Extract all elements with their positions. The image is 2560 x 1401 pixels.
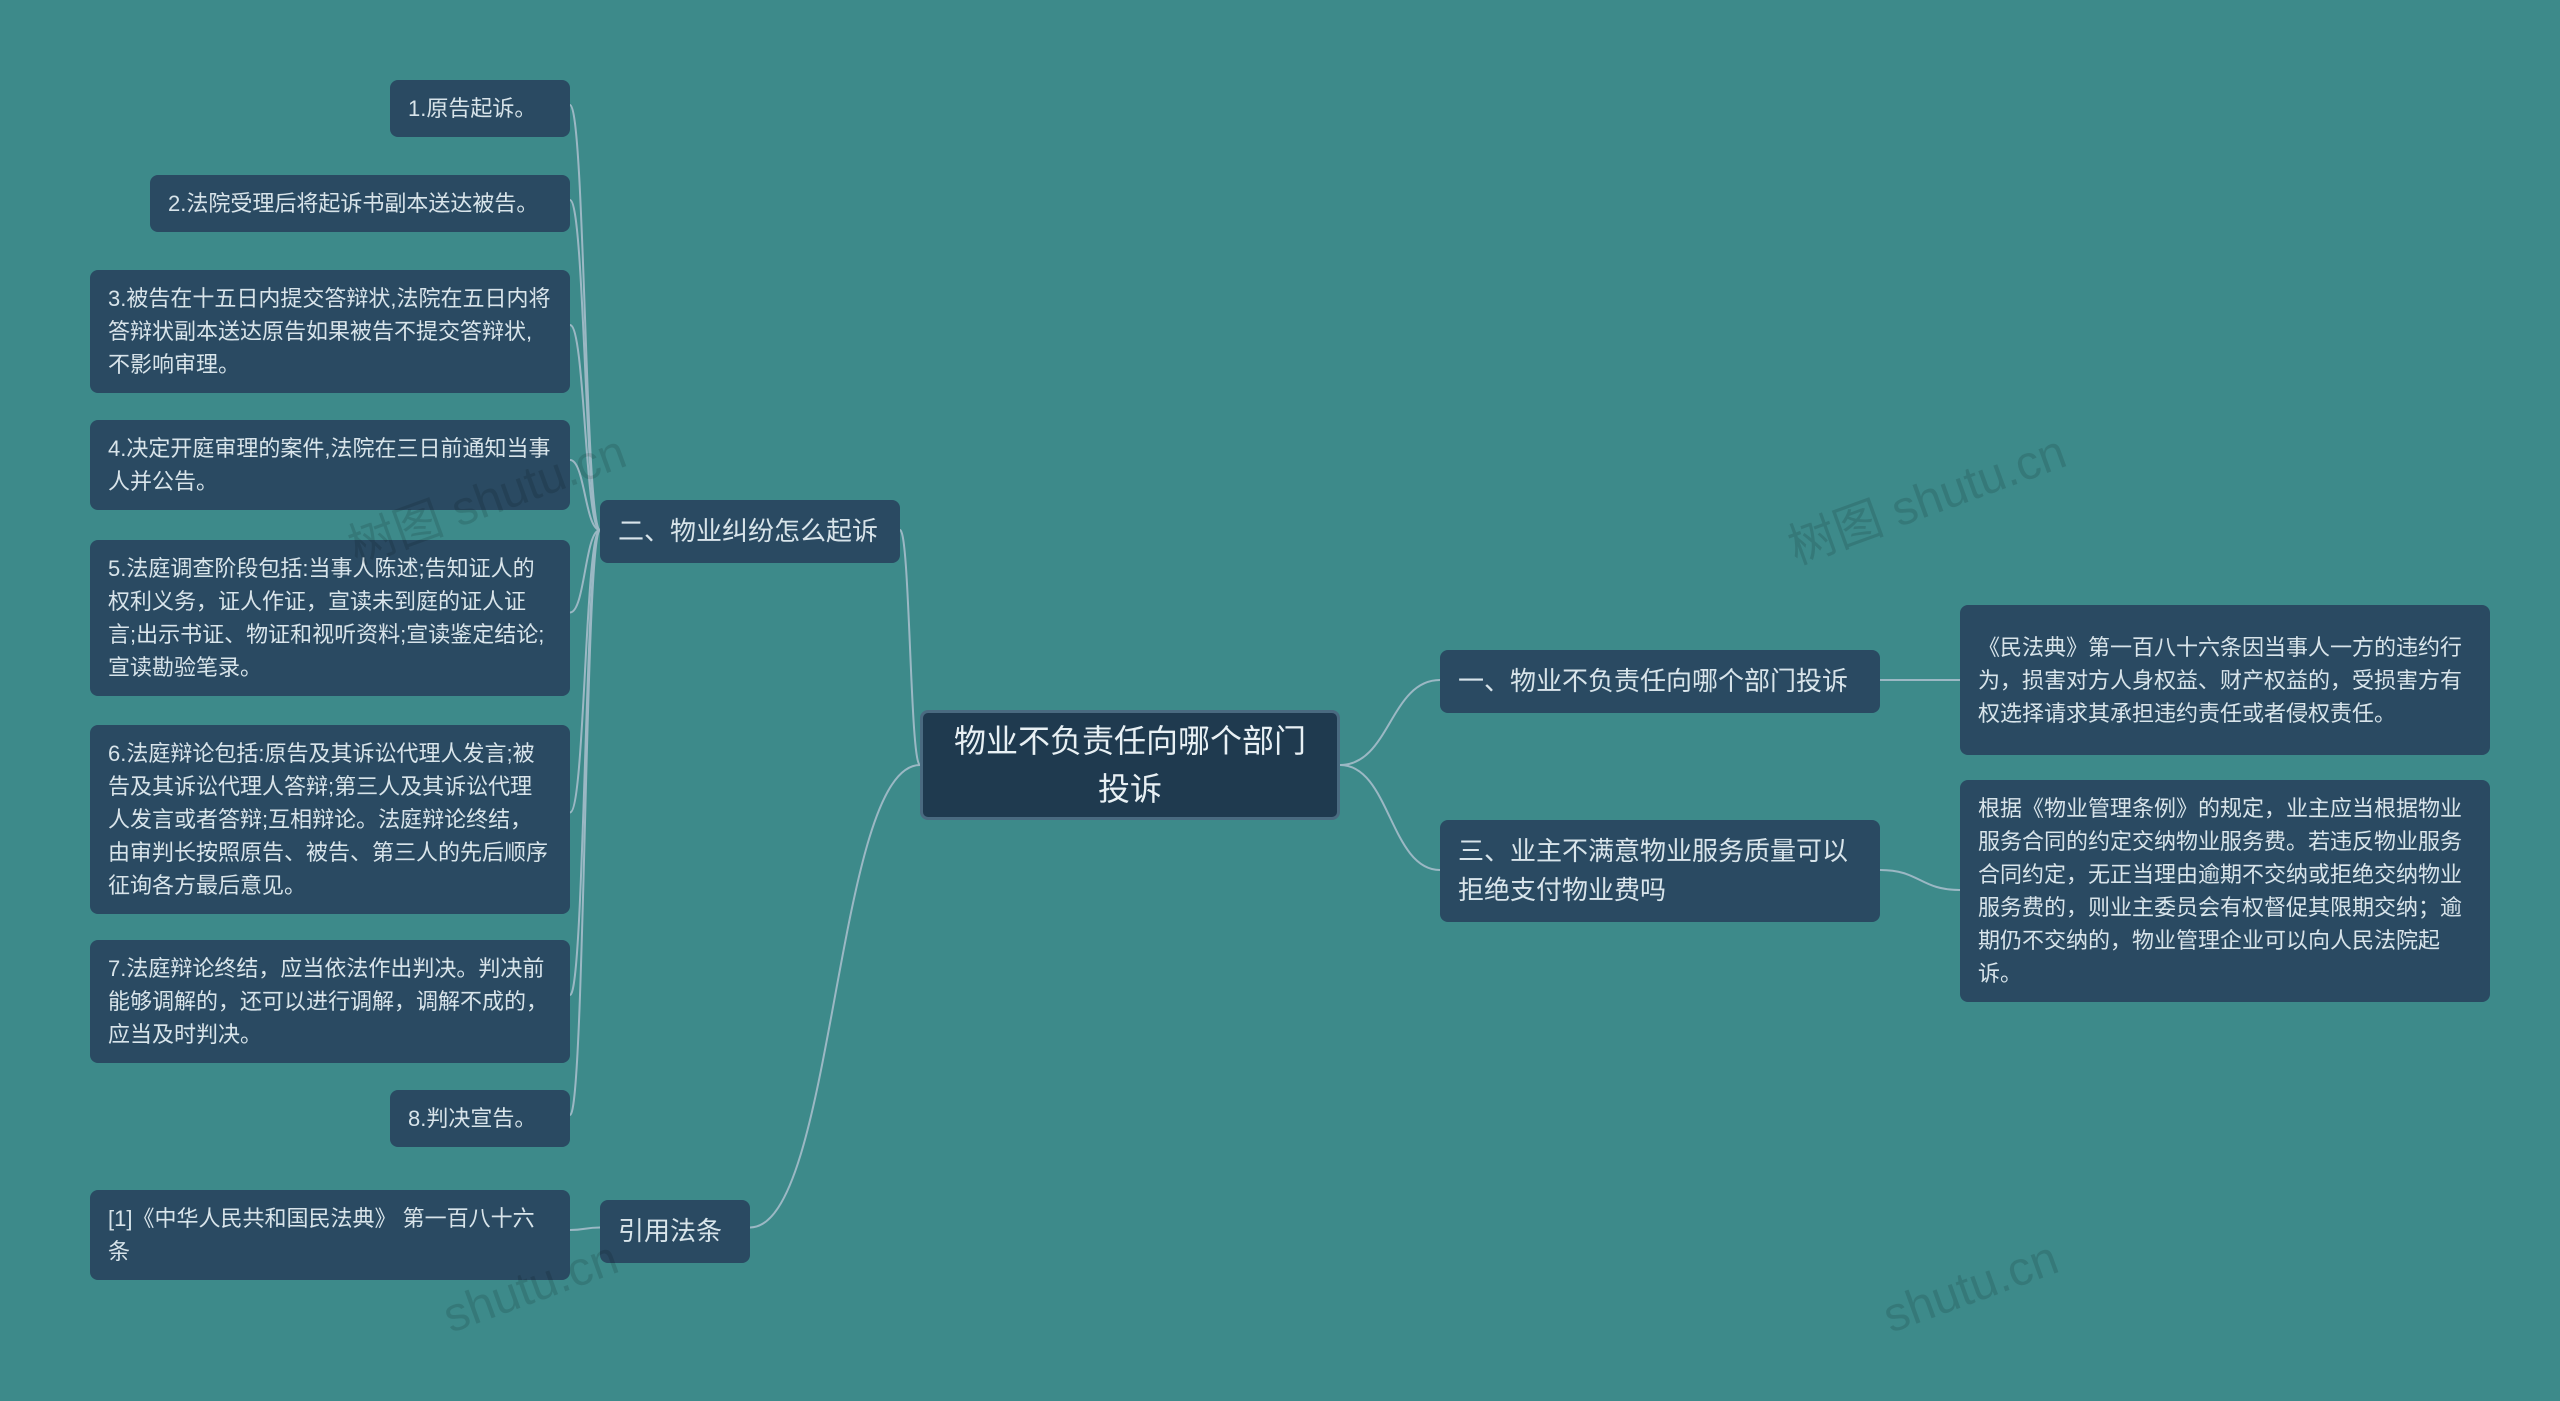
mindmap-node: 3.被告在十五日内提交答辩状,法院在五日内将答辩状副本送达原告如果被告不提交答辩… xyxy=(90,270,570,393)
mindmap-node: 《民法典》第一百八十六条因当事人一方的违约行为，损害对方人身权益、财产权益的，受… xyxy=(1960,605,2490,755)
mindmap-node: 6.法庭辩论包括:原告及其诉讼代理人发言;被告及其诉讼代理人答辩;第三人及其诉讼… xyxy=(90,725,570,914)
mindmap-node: 5.法庭调查阶段包括:当事人陈述;告知证人的权利义务，证人作证，宣读未到庭的证人… xyxy=(90,540,570,696)
mindmap-node: 7.法庭辩论终结，应当依法作出判决。判决前能够调解的，还可以进行调解，调解不成的… xyxy=(90,940,570,1063)
watermark: 树图 shutu.cn xyxy=(1777,412,2074,577)
mindmap-node: 1.原告起诉。 xyxy=(390,80,570,137)
mindmap-node: 引用法条 xyxy=(600,1200,750,1263)
mindmap-node: 根据《物业管理条例》的规定，业主应当根据物业服务合同的约定交纳物业服务费。若违反… xyxy=(1960,780,2490,1002)
watermark: shutu.cn xyxy=(1876,1231,2065,1345)
mindmap-node: 2.法院受理后将起诉书副本送达被告。 xyxy=(150,175,570,232)
mindmap-node: 8.判决宣告。 xyxy=(390,1090,570,1147)
mindmap-node: 二、物业纠纷怎么起诉 xyxy=(600,500,900,563)
mindmap-node: 4.决定开庭审理的案件,法院在三日前通知当事人并公告。 xyxy=(90,420,570,510)
mindmap-node: [1]《中华人民共和国民法典》 第一百八十六条 xyxy=(90,1190,570,1280)
center-node: 物业不负责任向哪个部门投诉 xyxy=(920,710,1340,820)
mindmap-node: 三、业主不满意物业服务质量可以拒绝支付物业费吗 xyxy=(1440,820,1880,922)
mindmap-node: 一、物业不负责任向哪个部门投诉 xyxy=(1440,650,1880,713)
